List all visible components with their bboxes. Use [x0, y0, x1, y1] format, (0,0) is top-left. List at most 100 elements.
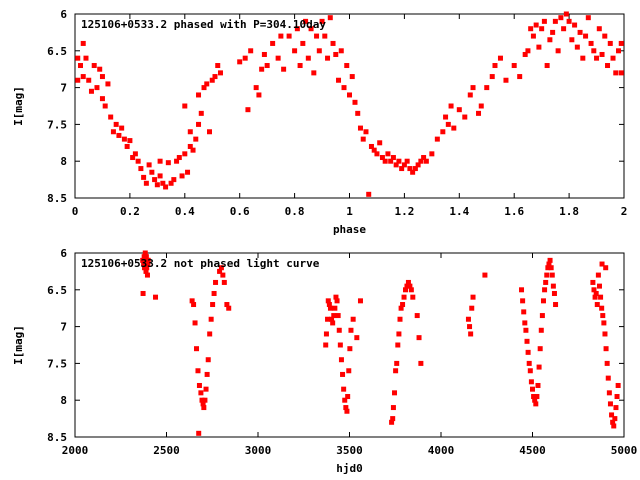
data-point: [390, 416, 396, 422]
data-point: [379, 155, 385, 161]
data-point: [278, 33, 284, 39]
data-point: [536, 44, 542, 50]
data-points: [75, 11, 624, 197]
data-point: [138, 166, 144, 172]
data-point: [146, 162, 152, 168]
data-point: [603, 346, 609, 352]
data-point: [154, 182, 160, 188]
data-point: [550, 283, 556, 289]
data-point: [522, 51, 528, 57]
data-point: [281, 66, 287, 72]
data-point: [200, 401, 206, 407]
data-point: [404, 283, 410, 289]
data-points: [140, 250, 621, 436]
data-point: [220, 272, 226, 278]
data-point: [108, 114, 114, 120]
data-point: [552, 18, 558, 24]
data-point: [210, 302, 216, 308]
data-point: [204, 371, 210, 377]
data-point: [201, 85, 207, 91]
data-point: [607, 40, 613, 46]
data-point: [399, 166, 405, 172]
data-point: [326, 302, 332, 308]
data-point: [130, 155, 136, 161]
data-point: [149, 169, 155, 175]
data-point: [402, 287, 408, 293]
y-tick-label: 7.5: [47, 118, 67, 131]
data-point: [311, 70, 317, 76]
data-point: [141, 174, 147, 180]
data-point: [606, 390, 612, 396]
data-point: [198, 390, 204, 396]
data-point: [341, 85, 347, 91]
data-point: [185, 169, 191, 175]
data-point: [596, 26, 602, 32]
data-point: [618, 40, 624, 46]
data-point: [604, 360, 610, 366]
data-point: [327, 305, 333, 311]
data-point: [360, 136, 366, 142]
data-point: [598, 294, 604, 300]
data-point: [342, 397, 348, 403]
data-point: [397, 316, 403, 322]
data-point: [261, 51, 267, 57]
data-point: [600, 313, 606, 319]
plot-frame: [74, 252, 625, 438]
data-point: [144, 272, 150, 278]
data-point: [275, 55, 281, 61]
data-point: [308, 26, 314, 32]
data-point: [305, 55, 311, 61]
x-tick-label: 0: [72, 205, 79, 218]
data-point: [99, 96, 105, 102]
data-point: [198, 110, 204, 116]
data-point: [142, 250, 148, 256]
data-point: [390, 155, 396, 161]
data-point: [176, 155, 182, 161]
data-point: [179, 173, 185, 179]
data-point: [497, 55, 503, 61]
x-tick-label: 1.6: [504, 205, 524, 218]
data-point: [415, 162, 421, 168]
data-point: [407, 166, 413, 172]
data-point: [300, 40, 306, 46]
data-point: [396, 158, 402, 164]
data-point: [297, 63, 303, 69]
y-tick-label: 7.5: [47, 357, 67, 370]
data-point: [555, 48, 561, 54]
data-point: [443, 114, 449, 120]
data-point: [344, 408, 350, 414]
data-point: [245, 107, 251, 113]
data-point: [325, 316, 331, 322]
data-point: [212, 74, 218, 80]
data-point: [530, 386, 535, 392]
data-point: [363, 129, 369, 135]
data-point: [218, 265, 224, 271]
data-point: [451, 125, 457, 131]
data-point: [163, 184, 169, 190]
data-point: [545, 265, 551, 271]
data-point: [319, 18, 325, 24]
data-point: [392, 390, 398, 396]
data-point: [610, 55, 616, 61]
data-point: [209, 77, 215, 83]
data-point: [613, 70, 619, 76]
x-tick-label: 0.8: [285, 205, 305, 218]
data-point: [614, 394, 620, 400]
x-tick-label: 1: [346, 205, 353, 218]
data-point: [423, 158, 429, 164]
data-point: [548, 265, 554, 271]
data-point: [611, 423, 617, 429]
data-point: [585, 15, 591, 21]
data-point: [591, 287, 597, 293]
data-point: [357, 298, 363, 304]
data-point: [314, 33, 320, 39]
data-point: [543, 279, 549, 285]
data-point: [616, 48, 622, 54]
data-point: [143, 180, 149, 186]
data-point: [613, 405, 619, 411]
data-point: [194, 346, 200, 352]
data-point: [207, 331, 213, 337]
data-point: [195, 368, 201, 374]
data-point: [196, 92, 202, 98]
data-point: [594, 302, 600, 308]
